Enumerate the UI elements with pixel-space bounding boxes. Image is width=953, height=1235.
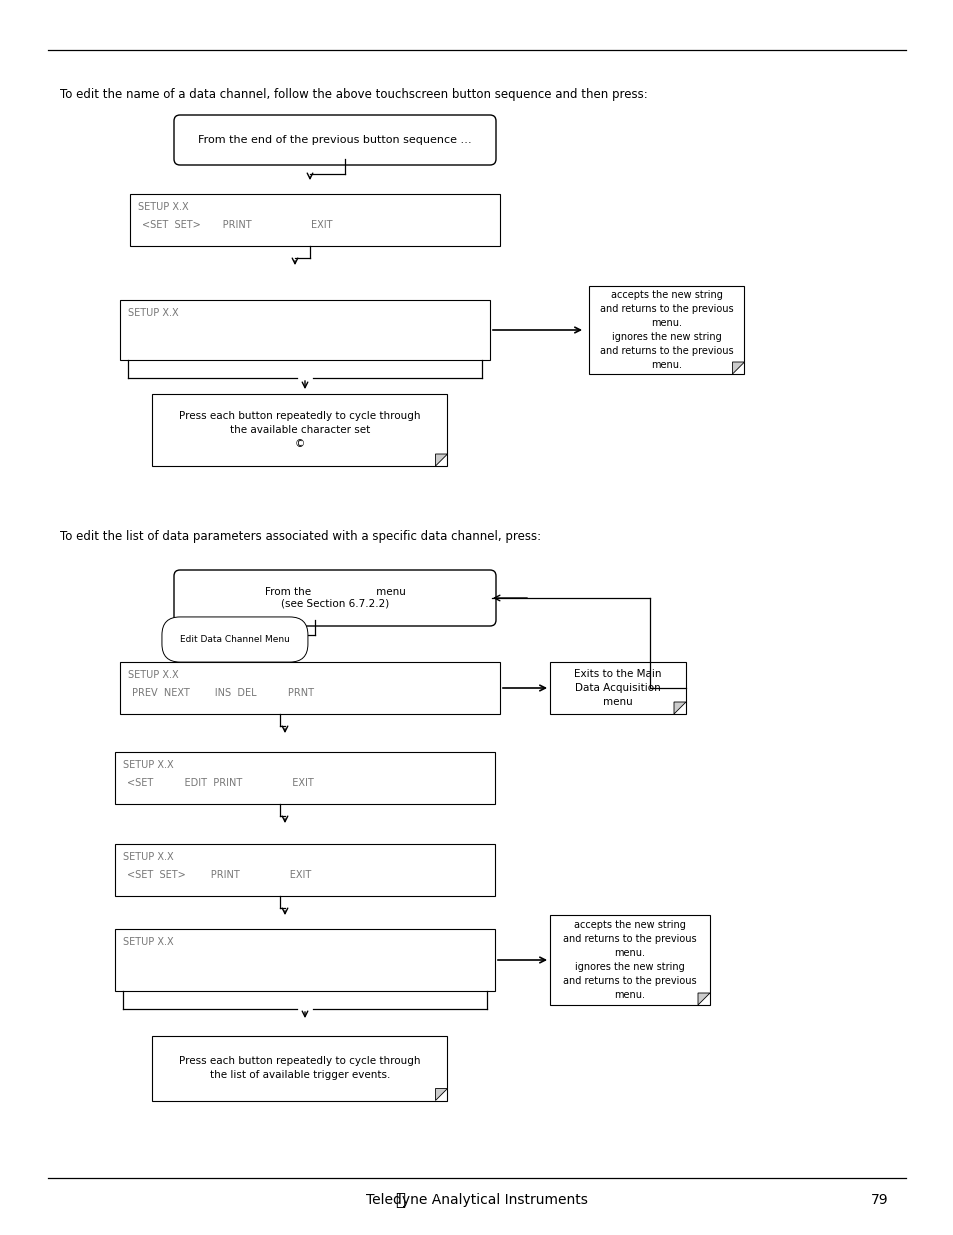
Text: 🌲: 🌲 xyxy=(395,1191,405,1209)
Text: 79: 79 xyxy=(870,1193,888,1207)
Bar xyxy=(550,662,685,714)
Bar xyxy=(550,915,709,1005)
Text: <SET  SET>        PRINT                EXIT: <SET SET> PRINT EXIT xyxy=(127,869,311,881)
Text: Teledyne Analytical Instruments: Teledyne Analytical Instruments xyxy=(366,1193,587,1207)
Bar xyxy=(115,752,495,804)
Text: SETUP X.X: SETUP X.X xyxy=(123,937,173,947)
Bar xyxy=(152,394,447,466)
FancyBboxPatch shape xyxy=(173,115,496,165)
Text: Edit Data Channel Menu: Edit Data Channel Menu xyxy=(180,635,290,643)
Bar xyxy=(130,194,499,246)
Text: From the end of the previous button sequence …: From the end of the previous button sequ… xyxy=(198,135,472,144)
Bar xyxy=(120,662,499,714)
Text: From the                    menu
(see Section 6.7.2.2): From the menu (see Section 6.7.2.2) xyxy=(264,587,405,609)
Polygon shape xyxy=(435,1088,447,1100)
Text: SETUP X.X: SETUP X.X xyxy=(138,203,189,212)
Text: accepts the new string
and returns to the previous
menu.
ignores the new string
: accepts the new string and returns to th… xyxy=(562,920,696,1000)
Polygon shape xyxy=(673,701,685,714)
Text: PREV  NEXT        INS  DEL          PRNT: PREV NEXT INS DEL PRNT xyxy=(132,688,314,698)
Text: SETUP X.X: SETUP X.X xyxy=(128,671,178,680)
Text: SETUP X.X: SETUP X.X xyxy=(123,852,173,862)
Text: Press each button repeatedly to cycle through
the available character set
©: Press each button repeatedly to cycle th… xyxy=(179,411,420,450)
Text: SETUP X.X: SETUP X.X xyxy=(123,760,173,769)
Text: <SET          EDIT  PRINT                EXIT: <SET EDIT PRINT EXIT xyxy=(127,778,314,788)
Text: SETUP X.X: SETUP X.X xyxy=(128,308,178,317)
Text: To edit the list of data parameters associated with a specific data channel, pre: To edit the list of data parameters asso… xyxy=(60,530,540,543)
Polygon shape xyxy=(435,454,447,466)
Text: Press each button repeatedly to cycle through
the list of available trigger even: Press each button repeatedly to cycle th… xyxy=(179,1056,420,1079)
Text: accepts the new string
and returns to the previous
menu.
ignores the new string
: accepts the new string and returns to th… xyxy=(599,290,733,370)
Bar xyxy=(115,844,495,897)
Bar xyxy=(120,300,490,359)
Bar xyxy=(115,929,495,990)
Bar xyxy=(589,287,743,374)
Polygon shape xyxy=(732,362,743,374)
FancyBboxPatch shape xyxy=(173,571,496,626)
Bar xyxy=(152,1035,447,1100)
Text: <SET  SET>       PRINT                   EXIT: <SET SET> PRINT EXIT xyxy=(142,220,333,230)
Text: To edit the name of a data channel, follow the above touchscreen button sequence: To edit the name of a data channel, foll… xyxy=(60,88,647,101)
Text: Exits to the Main
Data Acquisition
menu: Exits to the Main Data Acquisition menu xyxy=(574,669,661,706)
Polygon shape xyxy=(698,993,709,1005)
